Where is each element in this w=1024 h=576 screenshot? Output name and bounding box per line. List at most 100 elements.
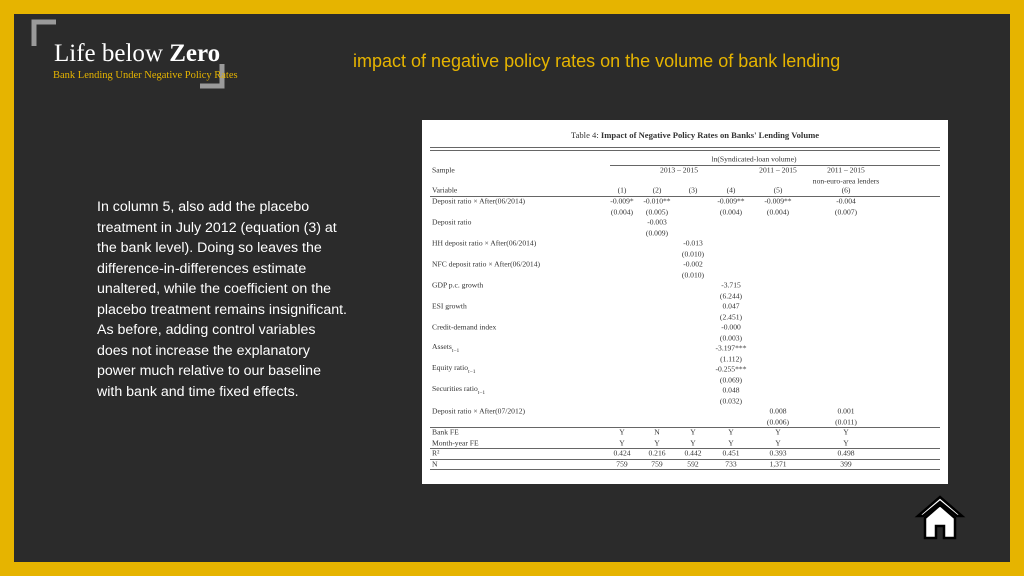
paragraph-line: difference-in-differences estimate (97, 260, 307, 277)
row-label: Assetst−1 (432, 342, 460, 355)
sample-header: 2013 – 2015 (660, 165, 698, 175)
table-rule (430, 469, 940, 471)
sample-header: 2011 – 2015 (759, 165, 797, 175)
table-cell: Y (728, 427, 734, 437)
table-cell: Y (690, 427, 696, 437)
table-cell: Y (619, 438, 625, 448)
paragraph-line: with bank and time fixed effects. (97, 383, 299, 400)
row-label: Bank FE (432, 427, 459, 437)
paragraph-line: As before, adding control variables (97, 322, 316, 338)
table-cell: 0.424 (613, 448, 631, 458)
table-cell: -0.000 (721, 322, 741, 332)
row-label: NFC deposit ratio × After(06/2014) (432, 259, 541, 269)
table-cell: (0.004) (719, 207, 743, 217)
row-label: Equity ratiot−1 (432, 363, 476, 376)
row-label: N (432, 459, 438, 469)
table-cell: -0.255*** (715, 364, 747, 374)
sample-label: Sample (432, 165, 455, 175)
slide-title: impact of negative policy rates on the v… (353, 51, 841, 71)
paragraph-line: does not increase the explanatory (97, 342, 310, 359)
table-cell: (0.010) (681, 270, 705, 280)
table-cell: Y (728, 438, 734, 448)
table-cell: 1,371 (769, 459, 787, 469)
table-cell: 0.393 (769, 448, 787, 458)
table-image: Table 4: Impact of Negative Policy Rates… (422, 120, 948, 484)
table-cell: -0.002 (683, 259, 703, 269)
table-cell: -0.009** (717, 196, 745, 206)
table-cell: (0.004) (610, 207, 634, 217)
table-cell: -0.009* (610, 196, 634, 206)
sample-note: non-euro-area lenders (812, 176, 880, 186)
paragraph-line: power much relative to our baseline (97, 363, 321, 379)
row-label: R² (432, 448, 440, 458)
table-cell: (0.069) (719, 375, 743, 385)
table-cell: 759 (651, 459, 663, 469)
table-cell: (2.451) (719, 312, 743, 322)
table-cell: 759 (616, 459, 628, 469)
sample-header: 2011 – 2015 (827, 165, 865, 175)
table-cell: Y (843, 438, 849, 448)
column-header: (6) (841, 185, 851, 195)
column-header: (3) (688, 185, 698, 195)
table-rule (430, 147, 940, 148)
table-cell: (0.003) (719, 333, 743, 343)
table-cell: -0.004 (836, 196, 856, 206)
table-cell: (0.009) (645, 228, 669, 238)
table-cell: -0.013 (683, 238, 703, 248)
table-cell: 0.498 (837, 448, 855, 458)
table-rule (430, 458, 940, 460)
table-rule (430, 149, 940, 151)
column-header: (1) (617, 185, 627, 195)
table-cell: -0.010** (643, 196, 671, 206)
row-label: HH deposit ratio × After(06/2014) (432, 238, 537, 248)
paragraph-line: In column 5, also add the placebo (97, 199, 310, 215)
paragraph-line: unaltered, while the coefficient on the (97, 281, 331, 297)
table-cell: (0.006) (766, 417, 790, 427)
row-label: Deposit ratio (432, 217, 472, 227)
paragraph-line: the bank level). Doing so leaves the (97, 240, 322, 256)
table-cell: 0.451 (722, 448, 740, 458)
row-label: Credit-demand index (432, 322, 497, 332)
table-cell: 0.008 (769, 406, 787, 416)
table-cell: N (654, 427, 660, 437)
paragraph-line: treatment in July 2012 (equation (3) at (97, 219, 337, 236)
row-label: Securities ratiot−1 (432, 384, 486, 397)
table-cell: 0.047 (722, 301, 740, 311)
table-cell: Y (619, 427, 625, 437)
table-rule (430, 427, 940, 429)
table-cell: (1.112) (720, 354, 742, 364)
row-label: GDP p.c. growth (432, 280, 484, 290)
row-label: Deposit ratio × After(07/2012) (432, 406, 526, 416)
table-rule (610, 165, 940, 166)
column-header: (4) (726, 185, 736, 195)
table-cell: 0.048 (722, 385, 740, 395)
table-cell: (0.010) (681, 249, 705, 259)
row-label: ESI growth (432, 301, 467, 311)
slide-content: Life below Zero Bank Lending Under Negat… (14, 14, 1010, 562)
table-rule (430, 195, 940, 197)
table-caption: Table 4: Impact of Negative Policy Rates… (570, 130, 820, 140)
table-cell: -0.003 (647, 217, 667, 227)
table-rule (430, 448, 940, 450)
table-cell: (0.032) (719, 396, 743, 406)
logo-brackets (31, 19, 225, 89)
table-cell: 592 (687, 459, 699, 469)
column-header: (5) (773, 185, 783, 195)
paragraph-line: placebo treatment remains insignificant. (97, 301, 347, 318)
table-cell: (0.004) (766, 207, 790, 217)
table-cell: 733 (725, 459, 737, 469)
table-cell: 399 (840, 459, 852, 469)
table-cell: (0.011) (835, 417, 857, 427)
table-cell: -3.197*** (715, 343, 747, 353)
logo-subtitle: Bank Lending Under Negative Policy Rates (53, 70, 238, 81)
logo-title: Life below Zero (54, 40, 221, 67)
home-button[interactable] (914, 494, 970, 542)
dependent-header: ln(Syndicated-loan volume) (711, 154, 797, 164)
table-cell: (6.244) (719, 291, 743, 301)
table-cell: -0.009** (764, 196, 792, 206)
row-label: Month-year FE (432, 438, 479, 448)
table-cell: Y (654, 438, 660, 448)
table-cell: 0.001 (837, 406, 855, 416)
table-cell: -3.715 (721, 280, 741, 290)
